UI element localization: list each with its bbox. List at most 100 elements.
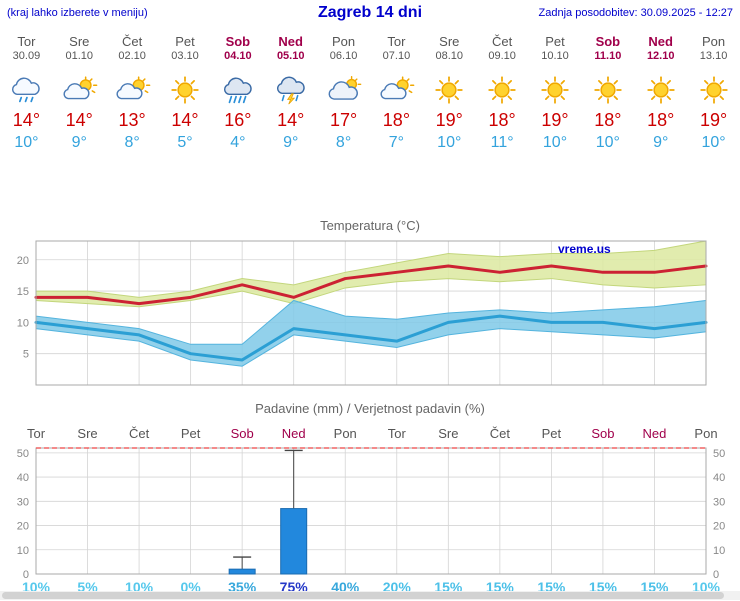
- precip-day-label: Sre: [438, 426, 458, 441]
- day-low-temp: 10°: [701, 134, 726, 151]
- precip-y-tick: 40: [713, 472, 725, 484]
- day-name: Pet: [545, 34, 565, 49]
- min-temp-line: [34, 314, 708, 362]
- menu-hint: (kraj lahko izberete v meniju): [7, 7, 148, 19]
- day-high-temp: 18°: [647, 110, 675, 130]
- day-date: 12.10: [646, 50, 675, 62]
- day-high-temp: 17°: [329, 110, 358, 130]
- last-update: Zadnja posodobitev: 30.09.2025 - 12:27: [538, 7, 733, 19]
- day-column: Pon 13.10 19° 10°: [687, 26, 740, 175]
- weather-icon-partly: [60, 75, 98, 105]
- temp-y-tick: 5: [23, 349, 29, 361]
- precip-y-tick: 20: [713, 521, 725, 533]
- day-column: Pet 10.10 19° 10°: [529, 26, 582, 175]
- day-low-temp: 8°: [124, 134, 140, 151]
- day-low-temp: 5°: [177, 134, 193, 151]
- day-date: 07.10: [382, 50, 411, 62]
- day-high-temp: 19°: [435, 110, 463, 130]
- day-low-temp: 10°: [595, 134, 620, 151]
- temperature-chart: Temperatura (°C) 5 10 15 20 vreme.us: [17, 218, 708, 386]
- day-high-temp: 14°: [65, 110, 93, 130]
- precip-y-tick: 0: [23, 569, 29, 581]
- precip-day-label: Tor: [388, 426, 407, 441]
- weather-icon-sun: [642, 75, 680, 105]
- day-column: Pet 03.10 14° 5°: [159, 26, 212, 175]
- header: (kraj lahko izberete v meniju) Zagreb 14…: [0, 0, 740, 26]
- day-column: Tor 30.09 14° 10°: [0, 26, 53, 175]
- precip-y-tick: 0: [713, 569, 719, 581]
- day-name: Pon: [332, 34, 356, 49]
- day-date: 08.10: [435, 50, 464, 62]
- day-high-temp: 16°: [224, 110, 252, 130]
- weather-icon-sun: [589, 75, 627, 105]
- page-title: Zagreb 14 dni: [317, 4, 423, 21]
- day-date: 03.10: [171, 50, 199, 62]
- precip-y-tick: 40: [17, 472, 29, 484]
- day-low-temp: 10°: [14, 134, 39, 151]
- day-date: 11.10: [594, 50, 622, 62]
- day-date: 05.10: [276, 50, 305, 62]
- watermark: vreme.us: [558, 242, 611, 256]
- day-name: Sre: [439, 34, 460, 49]
- day-high-temp: 14°: [171, 110, 199, 130]
- max-temp-line: [34, 264, 708, 306]
- day-date: 13.10: [699, 50, 728, 62]
- day-date: 01.10: [65, 50, 94, 62]
- day-date: 02.10: [118, 50, 146, 62]
- weather-icon-partly: [113, 75, 151, 105]
- precip-day-label: Tor: [27, 426, 46, 441]
- day-low-temp: 4°: [230, 134, 246, 151]
- precipitation-chart: Padavine (mm) / Verjetnost padavin (%) To…: [17, 401, 726, 595]
- day-column: Ned 12.10 18° 9°: [634, 26, 687, 175]
- day-high-temp: 18°: [594, 110, 622, 130]
- day-column: Čet 09.10 18° 11°: [476, 26, 529, 175]
- precip-day-label: Ned: [643, 426, 667, 441]
- day-low-temp: 8°: [335, 134, 352, 151]
- weather-icon-storm: [272, 75, 310, 105]
- scrollbar-track: [0, 591, 740, 600]
- day-name: Sob: [595, 34, 621, 49]
- day-date: 30.09: [12, 50, 41, 62]
- precip-day-label: Sob: [591, 426, 614, 441]
- precip-y-tick: 50: [713, 448, 725, 460]
- day-high-temp: 14°: [277, 110, 305, 130]
- day-low-temp: 9°: [283, 134, 299, 151]
- temp-y-tick: 15: [17, 286, 29, 298]
- horizontal-scrollbar[interactable]: [2, 592, 724, 599]
- day-low-temp: 10°: [542, 134, 568, 151]
- weather-icon-cloudy: [325, 75, 363, 105]
- temp-y-tick: 10: [17, 317, 29, 329]
- day-date: 10.10: [541, 50, 569, 62]
- temp-y-tick: 20: [17, 255, 29, 267]
- precip-day-label: Pet: [542, 426, 562, 441]
- day-low-temp: 7°: [388, 134, 405, 151]
- day-high-temp: 13°: [118, 110, 146, 130]
- day-column: Pon 06.10 17° 8°: [317, 26, 370, 175]
- day-name: Tor: [387, 34, 406, 49]
- weather-icon-rain: [7, 75, 45, 105]
- weather-icon-sun: [695, 75, 733, 105]
- day-low-temp: 10°: [437, 134, 462, 151]
- day-column: Sob 04.10 16° 4°: [211, 26, 264, 175]
- weather-icon-sun: [483, 75, 521, 105]
- forecast-strip: Tor 30.09 14° 10° Sre 01.10 14° 9° Čet 0…: [0, 26, 740, 175]
- precip-y-tick: 30: [713, 496, 725, 508]
- day-date: 06.10: [329, 50, 358, 62]
- precip-day-label: Sre: [77, 426, 97, 441]
- precip-y-tick: 50: [17, 448, 29, 460]
- weather-icon-showers: [219, 75, 257, 105]
- day-name: Tor: [17, 34, 36, 49]
- day-high-temp: 19°: [541, 110, 569, 130]
- precip-y-tick: 20: [17, 521, 29, 533]
- day-column: Sob 11.10 18° 10°: [581, 26, 634, 175]
- day-low-temp: 9°: [653, 134, 669, 151]
- day-column: Tor 07.10 18° 7°: [370, 26, 423, 175]
- spacer: [0, 175, 740, 215]
- day-name: Ned: [648, 34, 673, 49]
- precip-bar: [280, 508, 308, 575]
- day-high-temp: 14°: [12, 110, 41, 130]
- precip-y-tick: 10: [713, 545, 725, 557]
- temp-chart-title: Temperatura (°C): [320, 218, 420, 233]
- day-high-temp: 18°: [488, 110, 516, 130]
- weather-icon-partly: [377, 75, 415, 105]
